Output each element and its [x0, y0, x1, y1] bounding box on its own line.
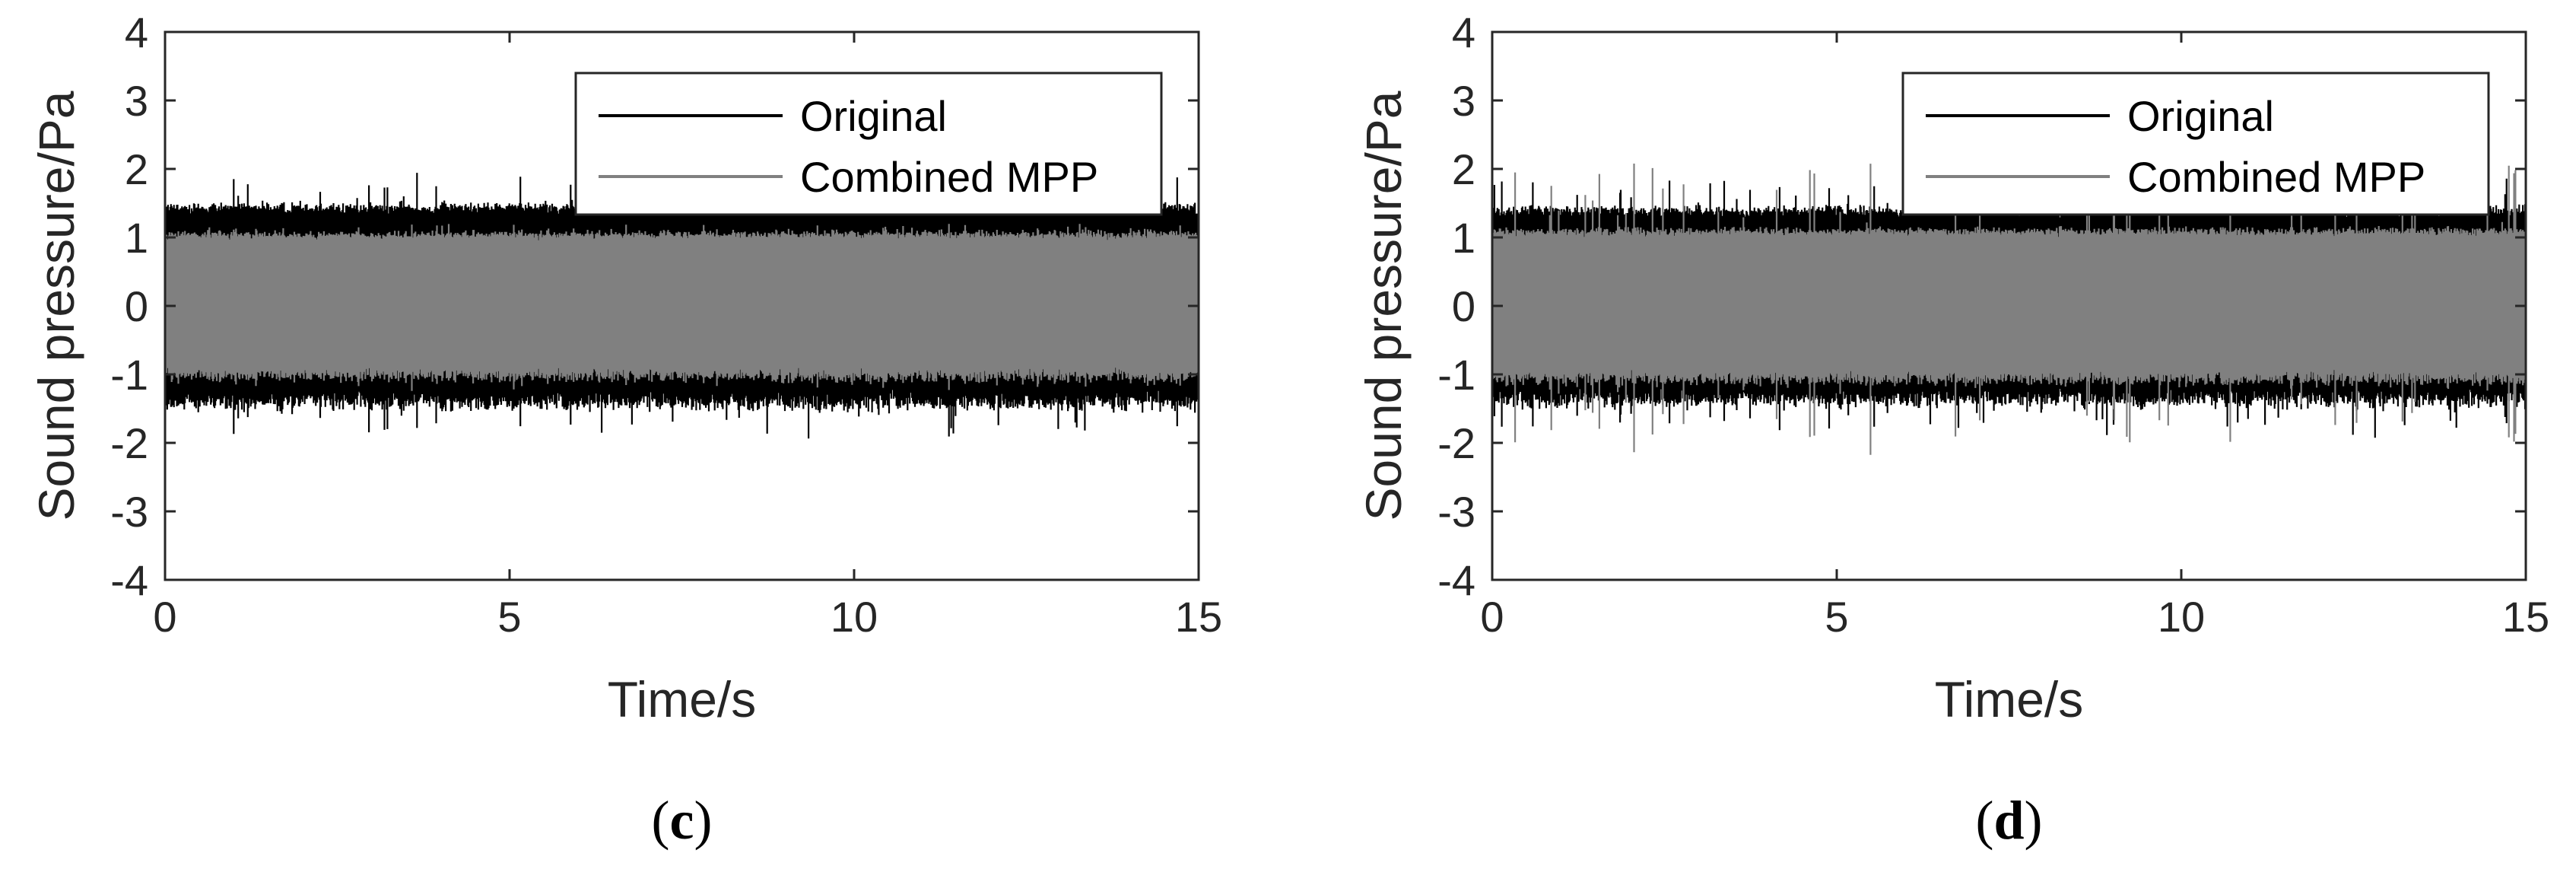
axis-ticks: 0 5 10 15 -4 -3 -2 -1 0 1 2 3 4 [110, 8, 1222, 641]
legend-box [1901, 72, 2490, 216]
y-tick-label: 4 [125, 8, 148, 56]
legend: Original Combined MPP [1901, 72, 2490, 216]
y-tick-label: -4 [1437, 556, 1475, 604]
x-tick-label: 0 [1480, 593, 1504, 641]
y-tick-label: -2 [1437, 419, 1475, 467]
legend-label-original: Original [800, 92, 947, 140]
y-tick-label: -2 [110, 419, 148, 467]
legend: Original Combined MPP [574, 72, 1163, 216]
y-tick-label: -4 [110, 556, 148, 604]
y-tick-label: 2 [125, 145, 148, 193]
y-tick-label: -3 [110, 488, 148, 536]
legend-label-original: Original [2127, 92, 2274, 140]
panel-letter: c [670, 790, 694, 851]
x-tick-label: 5 [497, 593, 521, 641]
axis-ticks: 0 5 10 15 -4 -3 -2 -1 0 1 2 3 4 [1437, 8, 2549, 641]
x-tick-label: 15 [2502, 593, 2549, 641]
legend-label-combined-mpp: Combined MPP [800, 153, 1098, 201]
x-axis-label: Time/s [1935, 671, 2084, 727]
panel-label: (d) [1975, 790, 2042, 851]
x-tick-label: 10 [2158, 593, 2205, 641]
chart-panel-d: 0 5 10 15 -4 -3 -2 -1 0 1 2 3 4 Original Combined MP… [1355, 8, 2549, 851]
y-tick-label: 0 [1452, 282, 1475, 330]
x-tick-label: 0 [153, 593, 176, 641]
panel-label: (c) [652, 790, 713, 851]
y-tick-label: 1 [1452, 214, 1475, 262]
panel-letter: d [1993, 790, 2024, 851]
x-axis-label: Time/s [608, 671, 757, 727]
y-tick-label: 2 [1452, 145, 1475, 193]
x-tick-label: 15 [1175, 593, 1222, 641]
y-axis-label: Sound pressure/Pa [28, 91, 84, 520]
legend-label-combined-mpp: Combined MPP [2127, 153, 2425, 201]
x-tick-label: 10 [831, 593, 878, 641]
y-tick-label: 0 [125, 282, 148, 330]
legend-box [574, 72, 1163, 216]
y-tick-label: 3 [125, 77, 148, 125]
x-tick-label: 5 [1825, 593, 1848, 641]
y-tick-label: 4 [1452, 8, 1475, 56]
series-combined-mpp [164, 224, 1200, 391]
y-tick-label: -1 [1437, 351, 1475, 399]
y-tick-label: 1 [125, 214, 148, 262]
y-axis-label: Sound pressure/Pa [1355, 91, 1412, 520]
y-tick-label: -3 [1437, 488, 1475, 536]
y-tick-label: 3 [1452, 77, 1475, 125]
chart-panel-c: 0 5 10 15 -4 -3 -2 -1 0 1 2 3 4 Original Combined MP… [28, 8, 1222, 851]
y-tick-label: -1 [110, 351, 148, 399]
